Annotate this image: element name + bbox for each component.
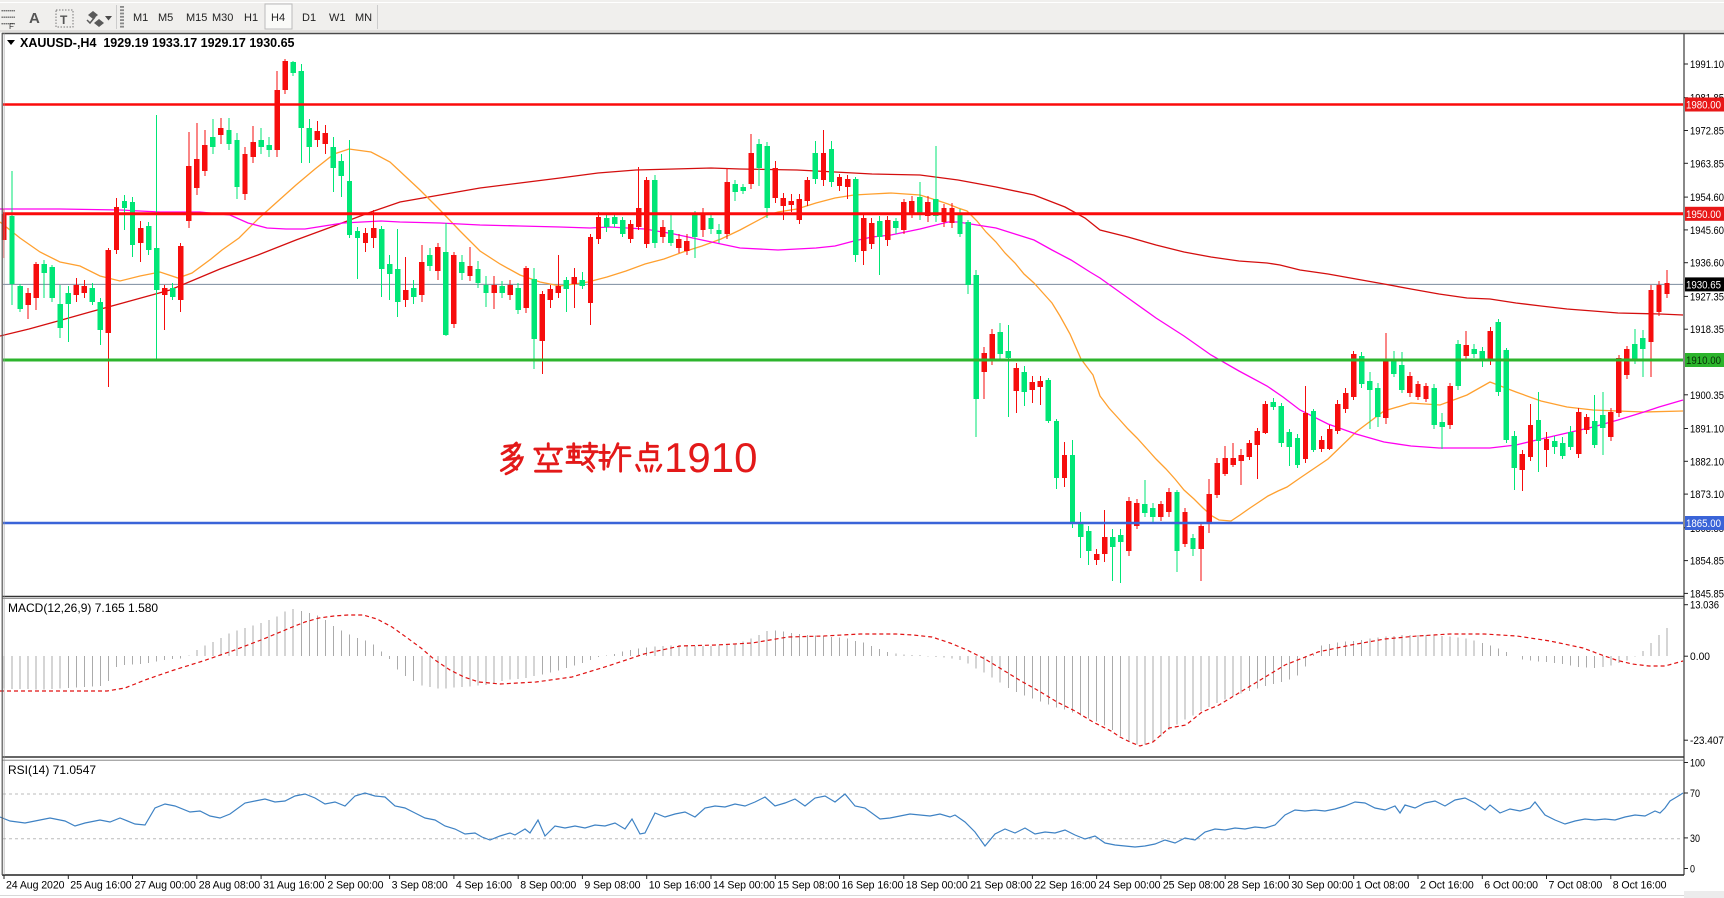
svg-text:4 Sep 16:00: 4 Sep 16:00 bbox=[456, 880, 512, 892]
svg-text:2 Sep 00:00: 2 Sep 00:00 bbox=[327, 880, 383, 892]
svg-text:MN: MN bbox=[355, 12, 372, 24]
svg-text:-23.407: -23.407 bbox=[1690, 735, 1724, 747]
svg-text:70: 70 bbox=[1690, 788, 1700, 800]
svg-text:1873.10: 1873.10 bbox=[1690, 489, 1724, 501]
svg-text:100: 100 bbox=[1690, 758, 1705, 770]
svg-text:13.036: 13.036 bbox=[1690, 600, 1719, 612]
svg-text:1927.35: 1927.35 bbox=[1690, 291, 1724, 303]
svg-text:1 Oct 08:00: 1 Oct 08:00 bbox=[1356, 880, 1410, 892]
svg-text:1930.65: 1930.65 bbox=[1686, 280, 1721, 292]
svg-text:21 Sep 08:00: 21 Sep 08:00 bbox=[970, 880, 1032, 892]
svg-text:31 Aug 16:00: 31 Aug 16:00 bbox=[263, 880, 324, 892]
svg-text:1950.00: 1950.00 bbox=[1686, 209, 1721, 221]
svg-text:W1: W1 bbox=[329, 12, 346, 24]
svg-text:H1: H1 bbox=[244, 12, 258, 24]
svg-text:25 Aug 16:00: 25 Aug 16:00 bbox=[70, 880, 131, 892]
svg-text:25 Sep 08:00: 25 Sep 08:00 bbox=[1163, 880, 1225, 892]
svg-text:1954.60: 1954.60 bbox=[1690, 192, 1724, 204]
svg-text:1963.85: 1963.85 bbox=[1690, 158, 1724, 170]
svg-text:1991.10: 1991.10 bbox=[1690, 59, 1724, 71]
svg-text:6 Oct 00:00: 6 Oct 00:00 bbox=[1484, 880, 1538, 892]
svg-text:RSI(14) 71.0547: RSI(14) 71.0547 bbox=[8, 763, 96, 777]
svg-text:7 Oct 08:00: 7 Oct 08:00 bbox=[1549, 880, 1603, 892]
svg-text:30 Sep 00:00: 30 Sep 00:00 bbox=[1291, 880, 1353, 892]
svg-text:1900.35: 1900.35 bbox=[1690, 390, 1724, 402]
svg-text:1865.00: 1865.00 bbox=[1686, 518, 1721, 530]
svg-text:1891.10: 1891.10 bbox=[1690, 424, 1724, 436]
svg-text:A: A bbox=[29, 10, 40, 27]
svg-text:MACD(12,26,9) 7.165 1.580: MACD(12,26,9) 7.165 1.580 bbox=[8, 601, 158, 615]
svg-text:24 Sep 00:00: 24 Sep 00:00 bbox=[1099, 880, 1161, 892]
svg-text:8 Oct 16:00: 8 Oct 16:00 bbox=[1613, 880, 1667, 892]
svg-text:D1: D1 bbox=[302, 12, 316, 24]
svg-text:M1: M1 bbox=[133, 12, 148, 24]
svg-text:1910: 1910 bbox=[664, 434, 757, 481]
svg-text:3 Sep 08:00: 3 Sep 08:00 bbox=[392, 880, 448, 892]
svg-text:1936.60: 1936.60 bbox=[1690, 258, 1724, 270]
svg-text:30: 30 bbox=[1690, 833, 1700, 845]
svg-text:M15: M15 bbox=[186, 12, 207, 24]
svg-text:15 Sep 08:00: 15 Sep 08:00 bbox=[777, 880, 839, 892]
svg-text:0.00: 0.00 bbox=[1690, 651, 1710, 663]
svg-text:1918.35: 1918.35 bbox=[1690, 324, 1724, 336]
svg-text:2 Oct 16:00: 2 Oct 16:00 bbox=[1420, 880, 1474, 892]
svg-text:1910.00: 1910.00 bbox=[1686, 355, 1721, 367]
svg-text:M30: M30 bbox=[212, 12, 233, 24]
svg-text:1980.00: 1980.00 bbox=[1686, 100, 1721, 112]
svg-text:0: 0 bbox=[1690, 864, 1695, 876]
svg-text:1945.60: 1945.60 bbox=[1690, 225, 1724, 237]
svg-text:H4: H4 bbox=[271, 12, 285, 24]
svg-text:8 Sep 00:00: 8 Sep 00:00 bbox=[520, 880, 576, 892]
svg-text:10 Sep 16:00: 10 Sep 16:00 bbox=[649, 880, 711, 892]
svg-text:22 Sep 16:00: 22 Sep 16:00 bbox=[1034, 880, 1096, 892]
svg-text:28 Aug 08:00: 28 Aug 08:00 bbox=[199, 880, 260, 892]
svg-text:F: F bbox=[9, 22, 14, 31]
svg-text:16 Sep 16:00: 16 Sep 16:00 bbox=[842, 880, 904, 892]
svg-text:T: T bbox=[60, 13, 68, 27]
svg-text:1854.85: 1854.85 bbox=[1690, 556, 1724, 568]
svg-text:M5: M5 bbox=[158, 12, 173, 24]
svg-text:27 Aug 00:00: 27 Aug 00:00 bbox=[135, 880, 196, 892]
svg-text:18 Sep 00:00: 18 Sep 00:00 bbox=[906, 880, 968, 892]
svg-text:14 Sep 00:00: 14 Sep 00:00 bbox=[713, 880, 775, 892]
svg-text:XAUUSD-,H4 1929.19 1933.17 19: XAUUSD-,H4 1929.19 1933.17 1929.17 1930.… bbox=[20, 36, 295, 50]
svg-text:1882.10: 1882.10 bbox=[1690, 456, 1724, 468]
svg-text:9 Sep 08:00: 9 Sep 08:00 bbox=[584, 880, 640, 892]
svg-text:1972.85: 1972.85 bbox=[1690, 126, 1724, 138]
svg-text:24 Aug 2020: 24 Aug 2020 bbox=[6, 880, 65, 892]
svg-text:28 Sep 16:00: 28 Sep 16:00 bbox=[1227, 880, 1289, 892]
svg-text:1845.85: 1845.85 bbox=[1690, 588, 1724, 600]
